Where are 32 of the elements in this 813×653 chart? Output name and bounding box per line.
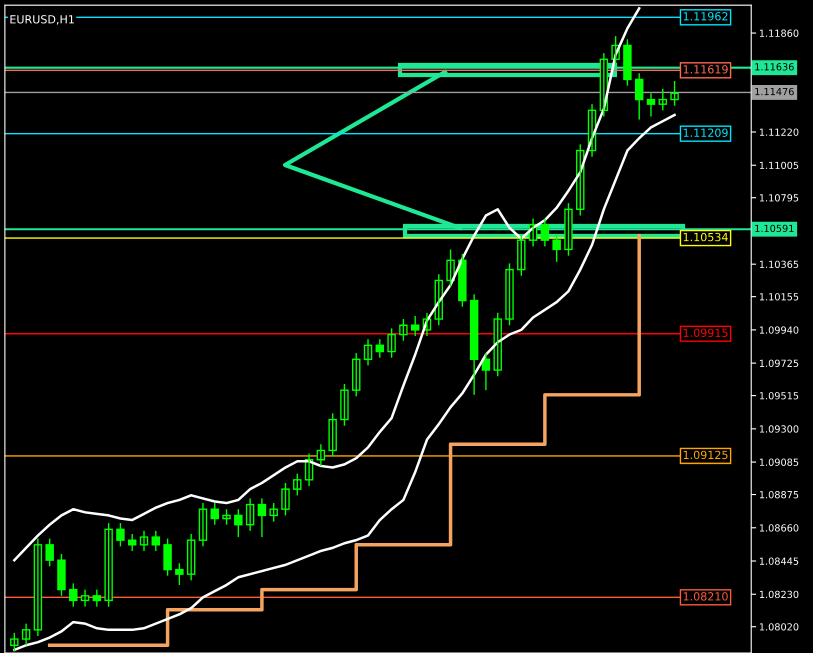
ref-line-label: 1.11476	[755, 88, 794, 96]
y-tick-label: 1.11005	[760, 162, 798, 170]
y-tick-label: 1.08230	[760, 590, 798, 598]
ref-line-label: 1.09125	[684, 450, 728, 460]
ref-line-label: 1.08210	[684, 592, 728, 601]
ref-line-label: 1.11636	[755, 63, 794, 71]
y-tick-label: 1.10795	[760, 194, 798, 202]
y-tick-label: 1.09300	[760, 425, 798, 433]
ref-line-label: 1.10591	[755, 224, 794, 232]
text: EURUSD,H1	[10, 15, 74, 25]
y-tick-label: 1.08875	[760, 491, 798, 498]
y-tick-label: 1.09515	[760, 392, 798, 400]
ref-line-label: 1.11962	[684, 12, 728, 21]
ref-line-label: 1.11619	[684, 65, 728, 74]
y-tick-label: 1.09725	[760, 360, 798, 367]
y-tick-label: 1.08660	[760, 524, 798, 532]
y-tick-label: 1.09940	[760, 326, 798, 334]
candlestick	[80, 588, 90, 608]
y-tick-label: 1.11860	[760, 30, 798, 37]
y-tick-label: 1.08445	[760, 557, 798, 565]
y-tick-label: 1.11220	[760, 128, 798, 136]
candlestick	[364, 338, 372, 366]
ref-line-label: 1.10534	[684, 232, 728, 242]
y-tick-label: 1.10365	[760, 260, 798, 268]
y-tick-label: 1.10155	[760, 293, 798, 300]
ref-line-label: 1.11209	[684, 128, 728, 137]
candlestick	[222, 508, 231, 526]
candlestick	[57, 553, 66, 596]
ref-line-label: 1.09915	[684, 328, 728, 337]
candlestick	[198, 502, 208, 548]
y-tick-label: 1.08020	[760, 623, 798, 631]
y-tick-label: 1.09085	[760, 458, 798, 466]
